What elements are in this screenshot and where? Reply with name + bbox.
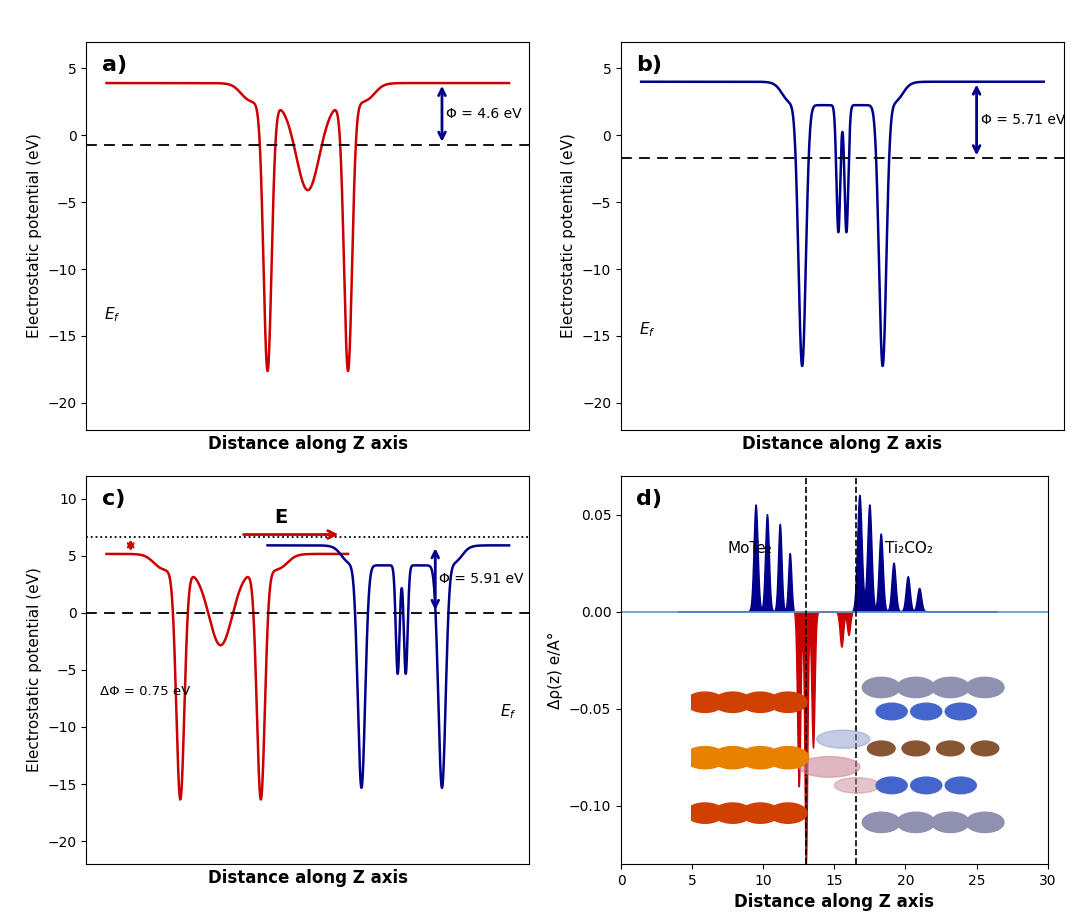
Circle shape [896, 812, 935, 833]
X-axis label: Distance along Z axis: Distance along Z axis [742, 435, 943, 453]
X-axis label: Distance along Z axis: Distance along Z axis [207, 435, 408, 453]
Text: Ti₂CO₂: Ti₂CO₂ [886, 541, 933, 556]
Circle shape [714, 803, 752, 823]
Circle shape [862, 812, 901, 833]
Y-axis label: Electrostatic potential (eV): Electrostatic potential (eV) [27, 567, 42, 772]
Ellipse shape [799, 757, 860, 777]
Circle shape [876, 777, 907, 794]
Circle shape [936, 741, 964, 756]
Y-axis label: Δρ(z) e/A°: Δρ(z) e/A° [549, 631, 564, 709]
Text: $E_f$: $E_f$ [638, 321, 656, 339]
Circle shape [966, 812, 1004, 833]
Text: ΔΦ = 0.75 eV: ΔΦ = 0.75 eV [99, 685, 190, 699]
Circle shape [769, 803, 807, 823]
Text: $\mathbf{E}$: $\mathbf{E}$ [274, 507, 288, 527]
Circle shape [740, 747, 781, 769]
Circle shape [896, 677, 935, 698]
Text: a): a) [102, 55, 127, 75]
Circle shape [685, 747, 726, 769]
Circle shape [686, 803, 724, 823]
Y-axis label: Electrostatic potential (eV): Electrostatic potential (eV) [562, 133, 577, 338]
Circle shape [910, 777, 942, 794]
Ellipse shape [834, 778, 880, 793]
X-axis label: Distance along Z axis: Distance along Z axis [207, 869, 408, 887]
Circle shape [741, 692, 780, 712]
Circle shape [767, 747, 809, 769]
Circle shape [910, 703, 942, 720]
Text: $E_f$: $E_f$ [500, 702, 517, 721]
X-axis label: Distance along Z axis: Distance along Z axis [734, 894, 934, 911]
Circle shape [712, 747, 754, 769]
Text: Φ = 5.91 eV: Φ = 5.91 eV [440, 572, 524, 586]
Circle shape [945, 777, 976, 794]
Text: c): c) [102, 490, 125, 509]
Circle shape [876, 703, 907, 720]
Text: d): d) [636, 490, 662, 509]
Circle shape [862, 677, 901, 698]
Circle shape [902, 741, 930, 756]
Circle shape [931, 812, 970, 833]
Text: Φ = 5.71 eV: Φ = 5.71 eV [981, 113, 1065, 127]
Text: MoTe₂: MoTe₂ [728, 541, 772, 556]
Circle shape [714, 692, 752, 712]
Text: b): b) [636, 55, 662, 75]
Circle shape [971, 741, 999, 756]
Text: $E_f$: $E_f$ [104, 305, 121, 323]
Y-axis label: Electrostatic potential (eV): Electrostatic potential (eV) [27, 133, 42, 338]
Circle shape [931, 677, 970, 698]
Circle shape [867, 741, 895, 756]
Text: Φ = 4.6 eV: Φ = 4.6 eV [446, 107, 522, 121]
Ellipse shape [816, 730, 869, 748]
Circle shape [966, 677, 1004, 698]
Circle shape [945, 703, 976, 720]
Circle shape [769, 692, 807, 712]
Circle shape [686, 692, 724, 712]
Circle shape [741, 803, 780, 823]
